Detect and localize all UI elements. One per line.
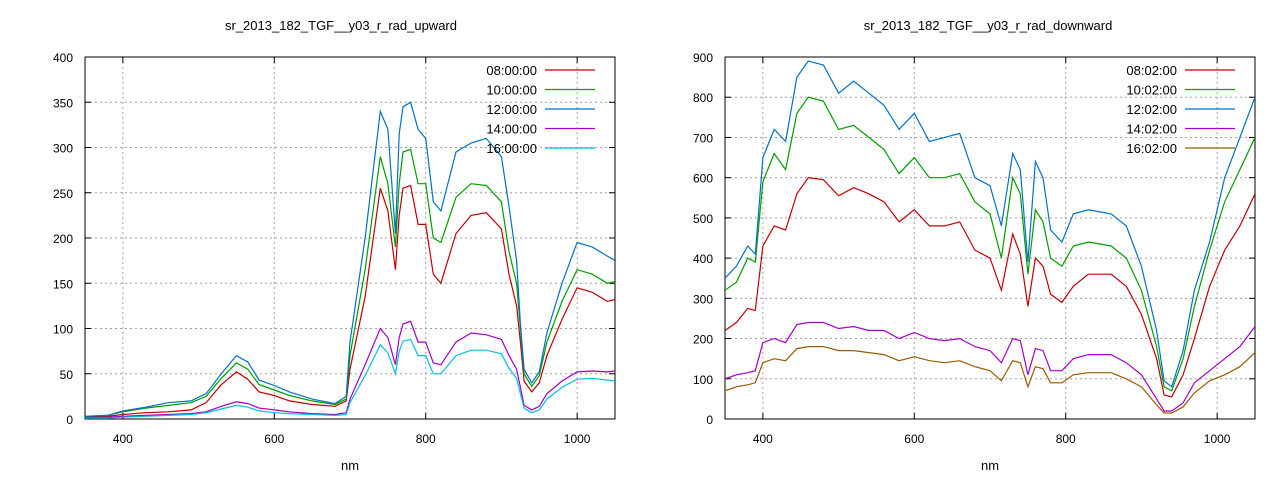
- y-tick-label: 50: [60, 368, 74, 382]
- y-tick-label: 250: [53, 187, 73, 201]
- series-line-08-00-00: [85, 184, 615, 418]
- series-line-16-02-00: [725, 346, 1255, 414]
- series-line-14-02-00: [725, 321, 1255, 412]
- y-tick-label: 700: [693, 131, 713, 145]
- x-axis-label: nm: [981, 458, 999, 473]
- y-tick-label: 900: [693, 51, 713, 65]
- legend-label: 08:02:00: [1126, 63, 1177, 78]
- x-tick-label: 800: [1056, 432, 1076, 446]
- series-line-14-00-00: [85, 320, 615, 419]
- y-tick-label: 600: [693, 172, 713, 186]
- series-line-10-00-00: [85, 148, 615, 417]
- x-tick-label: 400: [753, 432, 773, 446]
- chart-panel-2: sr_2013_182_TGF__y03_r_rad_downward 400 60…: [693, 18, 1256, 473]
- chart-title: sr_2013_182_TGF__y03_r_rad_downward: [864, 18, 1113, 33]
- chart-panel-1: sr_2013_182_TGF__y03_r_rad_upward 400 600 8…: [53, 18, 616, 473]
- y-tick-label: 200: [693, 333, 713, 347]
- x-axis-label: nm: [341, 458, 359, 473]
- x-tick-label: 1000: [564, 432, 591, 446]
- legend-label: 08:00:00: [486, 63, 537, 78]
- x-tick-label: 800: [416, 432, 436, 446]
- x-tick-label: 600: [904, 432, 924, 446]
- y-tick-label: 0: [66, 413, 73, 427]
- y-tick-label: 400: [693, 252, 713, 266]
- legend-label: 14:00:00: [486, 122, 537, 137]
- legend-label: 10:02:00: [1126, 83, 1177, 98]
- legend-label: 16:00:00: [486, 141, 537, 156]
- legend-label: 12:00:00: [486, 102, 537, 117]
- legend-label: 10:00:00: [486, 83, 537, 98]
- series-line-08-02-00: [725, 177, 1255, 398]
- y-tick-label: 0: [706, 413, 713, 427]
- x-tick-label: 600: [264, 432, 284, 446]
- series-line-16-00-00: [85, 338, 615, 419]
- x-tick-label: 1000: [1204, 432, 1231, 446]
- y-tick-label: 200: [53, 232, 73, 246]
- legend-label: 16:02:00: [1126, 141, 1177, 156]
- series-line-12-00-00: [85, 101, 615, 417]
- y-tick-label: 100: [53, 323, 73, 337]
- series-line-10-02-00: [725, 96, 1255, 392]
- y-tick-label: 800: [693, 91, 713, 105]
- x-tick-label: 400: [113, 432, 133, 446]
- y-tick-label: 300: [53, 142, 73, 156]
- y-tick-label: 300: [693, 292, 713, 306]
- y-tick-label: 100: [693, 373, 713, 387]
- legend-label: 14:02:00: [1126, 122, 1177, 137]
- chart-title: sr_2013_182_TGF__y03_r_rad_upward: [225, 18, 457, 33]
- series-line-12-02-00: [725, 60, 1255, 388]
- plot-frame: [724, 56, 1256, 420]
- y-tick-label: 150: [53, 277, 73, 291]
- y-tick-label: 400: [53, 51, 73, 65]
- y-tick-label: 350: [53, 96, 73, 110]
- legend-label: 12:02:00: [1126, 102, 1177, 117]
- y-tick-label: 500: [693, 212, 713, 226]
